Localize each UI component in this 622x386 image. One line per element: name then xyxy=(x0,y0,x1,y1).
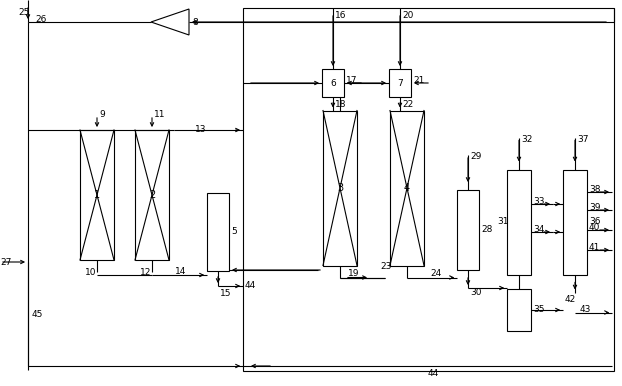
Text: 45: 45 xyxy=(32,310,44,319)
Text: 3: 3 xyxy=(337,183,343,193)
Text: 23: 23 xyxy=(380,262,391,271)
Text: 5: 5 xyxy=(231,227,237,237)
Bar xyxy=(390,110,424,266)
Text: 6: 6 xyxy=(330,78,336,88)
Text: 29: 29 xyxy=(470,152,481,161)
Text: 20: 20 xyxy=(402,11,414,20)
Text: 26: 26 xyxy=(35,15,47,24)
Text: 35: 35 xyxy=(533,305,544,315)
Text: 4: 4 xyxy=(404,183,410,193)
Text: 36: 36 xyxy=(589,217,600,227)
Text: 25: 25 xyxy=(18,8,29,17)
Text: 37: 37 xyxy=(577,134,588,144)
Text: 42: 42 xyxy=(565,296,576,305)
Text: 16: 16 xyxy=(335,11,346,20)
Text: 21: 21 xyxy=(413,76,424,85)
Text: 11: 11 xyxy=(154,110,165,119)
Text: 7: 7 xyxy=(397,78,403,88)
Text: 41: 41 xyxy=(589,243,600,252)
Text: 27: 27 xyxy=(0,258,11,267)
Text: 15: 15 xyxy=(220,289,231,298)
Bar xyxy=(457,190,479,270)
Text: 24: 24 xyxy=(430,269,441,279)
Bar xyxy=(507,169,531,274)
Text: 17: 17 xyxy=(346,76,358,85)
Text: 1: 1 xyxy=(94,190,100,200)
Text: 33: 33 xyxy=(533,197,544,206)
Text: 38: 38 xyxy=(589,185,600,194)
Text: 34: 34 xyxy=(533,225,544,234)
Text: 30: 30 xyxy=(470,288,481,297)
Text: 14: 14 xyxy=(175,267,187,276)
Text: 12: 12 xyxy=(140,268,151,277)
Text: 32: 32 xyxy=(521,134,532,144)
Text: 19: 19 xyxy=(348,269,360,279)
Bar xyxy=(323,110,357,266)
Text: 22: 22 xyxy=(402,100,413,109)
Bar xyxy=(243,8,614,371)
Bar xyxy=(507,289,531,331)
Text: 18: 18 xyxy=(335,100,346,109)
Bar xyxy=(563,169,587,274)
Bar xyxy=(322,69,344,97)
Bar xyxy=(389,69,411,97)
Text: 13: 13 xyxy=(195,125,207,134)
Text: 28: 28 xyxy=(481,225,493,235)
Polygon shape xyxy=(151,9,189,35)
Text: 31: 31 xyxy=(497,217,509,227)
Bar xyxy=(80,130,114,260)
Bar xyxy=(207,193,229,271)
Text: 8: 8 xyxy=(192,18,198,27)
Text: 9: 9 xyxy=(99,110,104,119)
Bar xyxy=(135,130,169,260)
Text: 40: 40 xyxy=(589,223,600,232)
Text: 2: 2 xyxy=(149,190,155,200)
Text: 44: 44 xyxy=(428,369,439,378)
Text: 39: 39 xyxy=(589,203,600,212)
Text: 10: 10 xyxy=(85,268,96,277)
Text: 43: 43 xyxy=(580,305,592,315)
Text: 44: 44 xyxy=(245,281,256,290)
